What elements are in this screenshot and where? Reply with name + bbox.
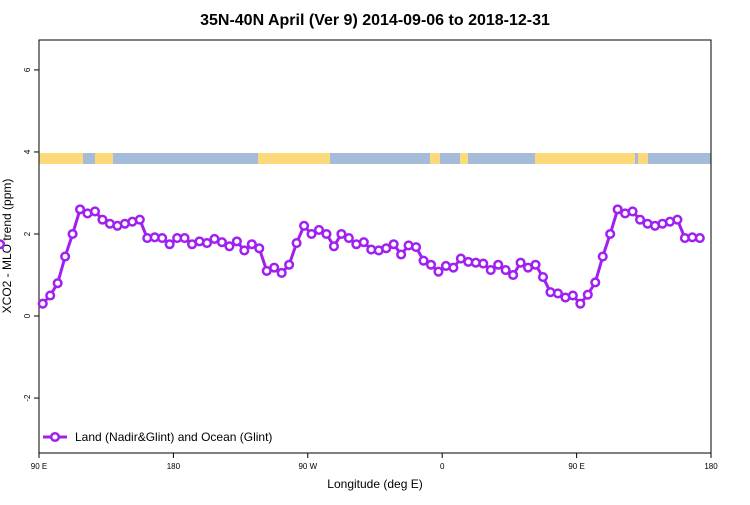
data-point: [597, 251, 608, 262]
y-tick-label: 4: [23, 149, 32, 154]
data-point: [582, 289, 593, 300]
data-point: [343, 233, 354, 244]
x-tick-label: 180: [704, 462, 718, 471]
data-point: [433, 266, 444, 277]
data-point: [388, 239, 399, 250]
land-ocean-strip: [39, 153, 711, 164]
data-point: [284, 259, 295, 270]
data-point: [635, 214, 646, 225]
data-point: [411, 242, 422, 253]
data-point: [269, 262, 280, 273]
y-axis-label: XCO2 - MLO trend (ppm): [0, 179, 14, 314]
data-point: [694, 233, 705, 244]
data-point: [396, 249, 407, 260]
data-point: [239, 245, 250, 256]
y-tick-label: -2: [23, 394, 32, 402]
data-point: [45, 290, 56, 301]
y-tick-label: 0: [23, 313, 32, 318]
y-tick-label: 6: [23, 67, 32, 72]
data-point: [179, 233, 190, 244]
x-tick-label: 180: [167, 462, 181, 471]
x-tick-label: 90 W: [298, 462, 317, 471]
land-band: [39, 153, 83, 164]
data-point: [291, 237, 302, 249]
data-point: [216, 237, 227, 248]
ocean-band: [39, 153, 711, 164]
land-band: [535, 153, 635, 164]
data-point: [299, 220, 310, 231]
x-tick-label: 90 E: [568, 462, 584, 471]
data-point: [321, 228, 332, 240]
data-point: [231, 236, 242, 247]
data-point: [530, 259, 541, 270]
data-point: [134, 214, 145, 225]
legend-label: Land (Nadir&Glint) and Ocean (Glint): [75, 430, 272, 444]
data-point: [537, 272, 549, 283]
data-point: [52, 278, 63, 289]
data-point: [515, 257, 526, 268]
data-point: [358, 237, 369, 248]
data-point: [97, 214, 108, 225]
data-point: [485, 265, 496, 276]
data-point: [381, 243, 392, 254]
data-point: [157, 233, 168, 244]
data-point: [493, 259, 504, 270]
land-band: [460, 153, 468, 164]
data-point: [276, 267, 287, 279]
data-point: [500, 265, 511, 276]
data-point: [328, 241, 339, 252]
chart-title: 35N-40N April (Ver 9) 2014-09-06 to 2018…: [200, 12, 550, 29]
x-tick-label: 90 E: [31, 462, 47, 471]
land-band: [258, 153, 330, 164]
data-point: [201, 237, 213, 249]
data-point: [672, 214, 683, 225]
data-point: [425, 259, 437, 270]
land-band: [430, 153, 440, 164]
data-point: [478, 258, 489, 269]
data-point: [552, 288, 563, 299]
data-point: [0, 239, 6, 250]
x-axis-label: Longitude (deg E): [327, 477, 422, 491]
data-point: [246, 239, 257, 250]
data-point: [567, 290, 578, 301]
land-band: [95, 153, 113, 164]
data-point: [448, 262, 459, 273]
data-point: [508, 269, 519, 281]
data-point: [336, 228, 347, 240]
data-point: [75, 204, 86, 215]
data-point: [164, 239, 175, 250]
data-point: [575, 298, 586, 309]
data-point: [612, 204, 623, 215]
data-point: [37, 298, 48, 309]
legend-swatch-marker: [49, 431, 61, 443]
data-point: [627, 206, 638, 217]
data-point: [605, 228, 616, 240]
x-tick-label: 0: [440, 462, 445, 471]
data-point: [254, 243, 265, 254]
land-band: [638, 153, 648, 164]
data-point: [89, 206, 101, 217]
data-point: [224, 241, 235, 252]
data-point: [67, 228, 78, 240]
plot-frame: [38, 39, 712, 454]
data-point: [306, 228, 317, 240]
data-point: [418, 255, 429, 266]
y-tick-label: 2: [23, 231, 32, 236]
data-point: [313, 224, 325, 235]
data-point: [590, 277, 601, 288]
data-point: [60, 251, 71, 262]
